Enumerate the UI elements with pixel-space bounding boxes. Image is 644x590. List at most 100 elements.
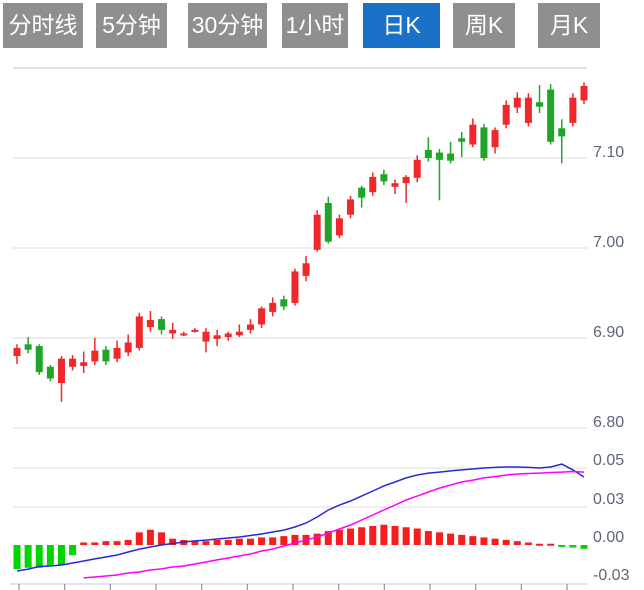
candle-down bbox=[480, 127, 488, 158]
tab-30min[interactable]: 30分钟 bbox=[188, 3, 267, 48]
macd-bar-up bbox=[380, 524, 388, 545]
candle-down bbox=[324, 203, 332, 242]
macd-axis-labels: 0.05 0.03 0.00 -0.03 bbox=[593, 452, 630, 584]
macd-label: 0.05 bbox=[593, 452, 624, 469]
macd-bar-down bbox=[69, 545, 77, 556]
candle-up bbox=[524, 97, 532, 123]
macd-bar-up bbox=[246, 538, 254, 545]
tab-monthly-k[interactable]: 月K bbox=[538, 3, 600, 48]
macd-bar-up bbox=[536, 543, 544, 546]
macd-bar-up bbox=[469, 536, 477, 545]
macd-bar-down bbox=[558, 545, 566, 547]
macd-bar-up bbox=[224, 539, 232, 545]
tab-minute-line[interactable]: 分时线 bbox=[3, 3, 83, 48]
tab-daily-k[interactable]: 日K bbox=[363, 3, 440, 48]
macd-bar-up bbox=[424, 531, 432, 545]
macd-bar-down bbox=[57, 545, 65, 566]
candle-up bbox=[402, 176, 410, 184]
macd-gridlines bbox=[13, 467, 587, 508]
macd-bar-up bbox=[513, 541, 521, 545]
macd-bar-down bbox=[580, 545, 588, 549]
candle-up bbox=[335, 218, 343, 236]
macd-bar-down bbox=[46, 545, 54, 567]
candle-up bbox=[491, 130, 499, 148]
macd-label: 0.03 bbox=[593, 491, 624, 508]
x-axis bbox=[10, 583, 588, 590]
macd-bar-up bbox=[169, 538, 177, 545]
candle-up bbox=[269, 302, 277, 312]
macd-bar-up bbox=[280, 536, 288, 545]
macd-bar-up bbox=[547, 543, 555, 546]
macd-bar-up bbox=[447, 533, 455, 545]
price-gridlines bbox=[13, 67, 587, 429]
macd-bar-up bbox=[524, 542, 532, 545]
macd-bar-up bbox=[335, 529, 343, 545]
candle-up bbox=[502, 104, 510, 125]
candle-up bbox=[413, 159, 421, 178]
macd-bar-up bbox=[491, 538, 499, 545]
candle-up bbox=[13, 347, 21, 356]
candle-up bbox=[124, 342, 132, 353]
macd-bar-up bbox=[502, 539, 510, 545]
price-label: 7.10 bbox=[593, 144, 624, 161]
candle-up bbox=[91, 350, 99, 362]
macd-bar-up bbox=[213, 539, 221, 545]
macd-bar-down bbox=[569, 545, 577, 548]
candle-up bbox=[313, 214, 321, 250]
candle-down bbox=[558, 128, 566, 137]
candle-down bbox=[46, 366, 54, 379]
candle-up bbox=[513, 97, 521, 108]
candle-up bbox=[246, 324, 254, 330]
candle-up bbox=[347, 199, 355, 215]
macd-bar-up bbox=[113, 541, 121, 545]
candle-up bbox=[469, 124, 477, 145]
candle-up bbox=[291, 271, 299, 303]
candle-up bbox=[135, 316, 143, 348]
candle-up bbox=[391, 183, 399, 187]
price-axis-labels: 7.10 7.00 6.90 6.80 bbox=[593, 144, 624, 431]
candle-up bbox=[302, 263, 310, 276]
candle-down bbox=[24, 344, 32, 350]
price-label: 6.90 bbox=[593, 324, 624, 341]
dea-line bbox=[83, 470, 585, 579]
candle-down bbox=[435, 152, 443, 160]
macd-bar-up bbox=[347, 528, 355, 545]
candle-up bbox=[169, 329, 177, 334]
dif-line bbox=[16, 463, 585, 572]
macd-bar-up bbox=[413, 528, 421, 545]
candle-up bbox=[57, 358, 65, 383]
candle-down bbox=[547, 89, 555, 142]
macd-bar-up bbox=[191, 541, 199, 545]
candle-up bbox=[224, 333, 232, 338]
macd-bar-down bbox=[35, 545, 43, 568]
macd-bar-up bbox=[358, 527, 366, 545]
candle-down bbox=[380, 174, 388, 182]
candle-up bbox=[80, 362, 88, 366]
tab-weekly-k[interactable]: 周K bbox=[453, 3, 515, 48]
tab-1hour[interactable]: 1小时 bbox=[282, 3, 348, 48]
macd-bar-up bbox=[91, 542, 99, 545]
macd-bar-up bbox=[158, 532, 166, 545]
candle-up bbox=[191, 329, 199, 332]
candle-up bbox=[369, 176, 377, 193]
macd-bar-up bbox=[391, 525, 399, 545]
price-label: 6.80 bbox=[593, 414, 624, 431]
tab-5min[interactable]: 5分钟 bbox=[96, 3, 167, 48]
candle-up bbox=[580, 86, 588, 101]
candles bbox=[13, 82, 588, 402]
macd-bar-up bbox=[435, 532, 443, 545]
candle-down bbox=[358, 187, 366, 198]
macd-bar-down bbox=[24, 545, 32, 568]
candle-up bbox=[569, 97, 577, 123]
macd-bar-up bbox=[402, 527, 410, 545]
candle-up bbox=[69, 358, 77, 367]
candle-up bbox=[213, 335, 221, 339]
macd-bar-down bbox=[13, 545, 21, 570]
candle-down bbox=[280, 299, 288, 307]
macd-bar-up bbox=[369, 525, 377, 545]
macd-bar-up bbox=[258, 537, 266, 545]
macd-bar-up bbox=[135, 532, 143, 545]
macd-label: 0.00 bbox=[593, 529, 624, 546]
candle-up bbox=[113, 347, 121, 359]
